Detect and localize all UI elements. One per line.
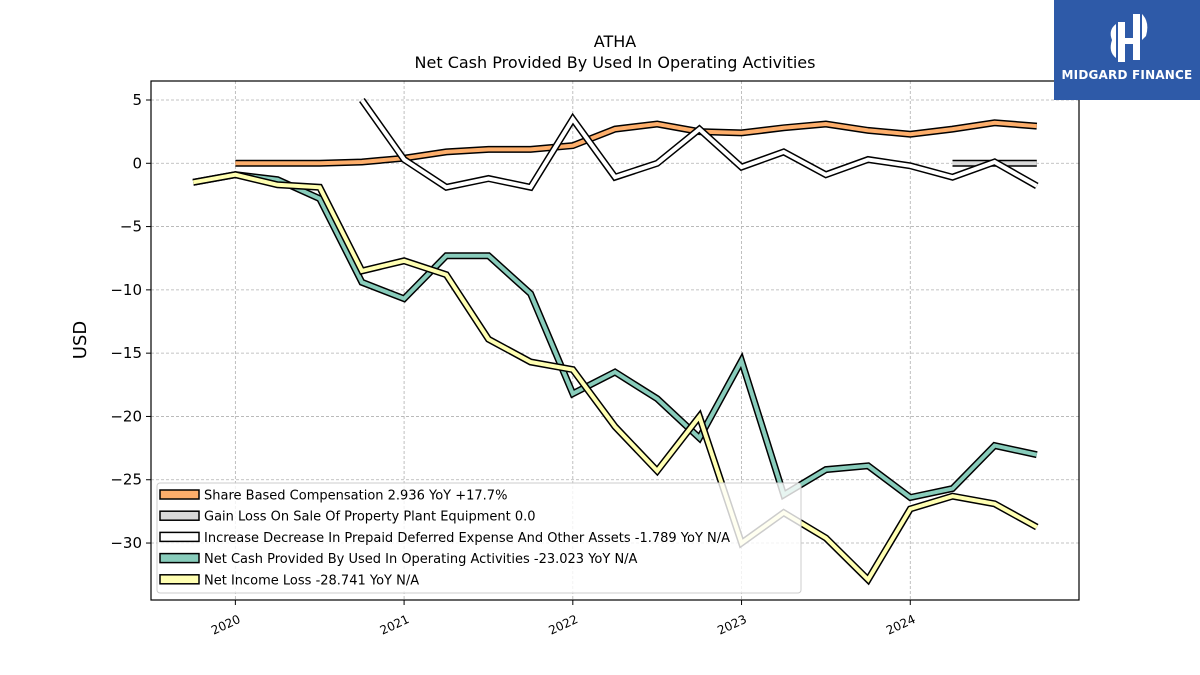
legend-box xyxy=(156,482,802,594)
legend-swatch xyxy=(159,510,200,521)
x-axis: 2020 2021 2022 2023 2024 xyxy=(209,600,918,638)
y-tick-label: −30 xyxy=(110,534,142,552)
series-line xyxy=(192,172,1038,500)
y-tick-label: −15 xyxy=(110,344,142,362)
series-5 xyxy=(192,171,1039,586)
y-axis-label: USD xyxy=(70,321,91,359)
series-line-outline xyxy=(235,119,1038,167)
x-tick-label: 2021 xyxy=(378,612,412,638)
legend-swatch xyxy=(159,489,200,500)
legend-swatch xyxy=(159,552,200,564)
legend-swatch xyxy=(159,531,200,543)
series-3 xyxy=(359,97,1039,192)
y-tick-label: 5 xyxy=(132,91,142,109)
chart-title: ATHA xyxy=(594,32,637,51)
legend-label: Increase Decrease In Prepaid Deferred Ex… xyxy=(204,531,730,546)
y-tick-label: 0 xyxy=(132,154,142,172)
y-tick-label: −10 xyxy=(110,281,142,299)
legend-label: Gain Loss On Sale Of Property Plant Equi… xyxy=(204,510,536,525)
legend-swatch xyxy=(159,574,200,585)
legend: Share Based Compensation 2.936 YoY +17.7… xyxy=(156,482,802,594)
x-tick-label: 2024 xyxy=(884,612,918,638)
x-tick-label: 2020 xyxy=(209,612,243,638)
x-tick-label: 2023 xyxy=(715,612,749,638)
series-line xyxy=(192,172,1038,583)
legend-label: Net Cash Provided By Used In Operating A… xyxy=(204,552,638,567)
y-tick-label: −20 xyxy=(110,407,142,425)
y-axis: 5 0 −5 −10 −15 −20 −25 −30 xyxy=(110,91,151,552)
plot-frame xyxy=(150,80,1080,601)
legend-label: Share Based Compensation 2.936 YoY +17.7… xyxy=(204,489,507,504)
midgard-finance-logo: MIDGARD FINANCE xyxy=(1054,0,1200,100)
series-1 xyxy=(235,119,1038,167)
y-tick-label: −25 xyxy=(110,471,142,489)
series-line xyxy=(360,98,1038,190)
chart-subtitle: Net Cash Provided By Used In Operating A… xyxy=(415,53,816,72)
series-group xyxy=(192,97,1039,586)
series-4 xyxy=(192,171,1038,502)
logo-mark-icon xyxy=(1110,14,1148,62)
x-tick-label: 2022 xyxy=(546,612,580,638)
legend-label: Net Income Loss -28.741 YoY N/A xyxy=(204,573,419,588)
y-tick-label: −5 xyxy=(120,218,142,236)
logo-name: MIDGARD FINANCE xyxy=(1061,68,1193,82)
